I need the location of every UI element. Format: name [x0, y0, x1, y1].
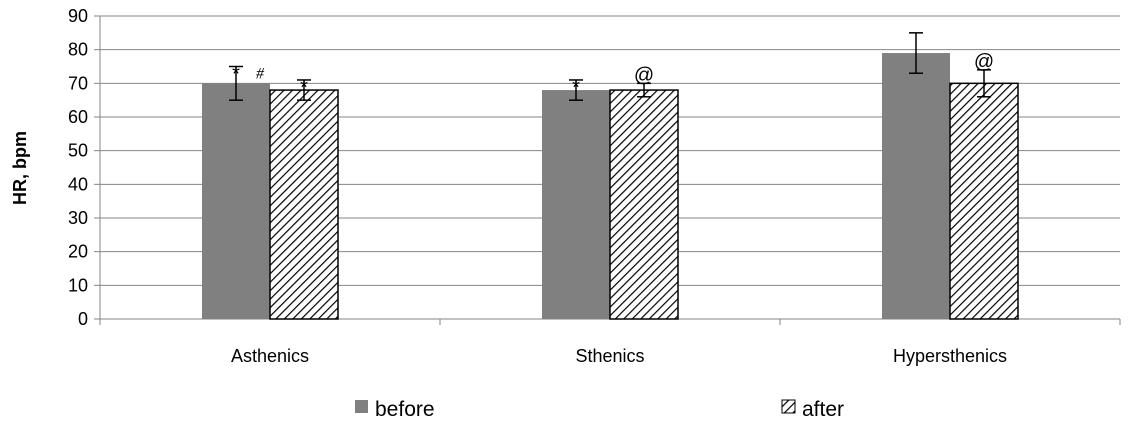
annotations: * # * * @ @ [232, 51, 994, 99]
y-tick-label: 60 [68, 107, 88, 127]
y-tick-label: 50 [68, 141, 88, 161]
significance-marker: @ [974, 51, 994, 73]
legend-label-after: after [802, 398, 844, 421]
significance-marker: * [300, 77, 308, 99]
labels: HR, bpm 0 10 20 30 40 50 60 70 80 90 Asthenics Sthe… [10, 6, 1007, 366]
bar-before [202, 83, 270, 319]
bar-after [269, 89, 339, 320]
error-bars [229, 32, 991, 101]
y-tick-label: 80 [68, 40, 88, 60]
y-tick-label: 40 [68, 174, 88, 194]
y-axis-label: HR, bpm [10, 131, 30, 205]
bar-before [882, 53, 950, 320]
bar-before [542, 90, 610, 319]
significance-marker: @ [634, 64, 654, 86]
bar-after [949, 82, 1019, 320]
significance-marker: # [256, 66, 265, 83]
y-tick-label: 70 [68, 73, 88, 93]
y-tick-label: 20 [68, 242, 88, 262]
significance-marker: * [232, 64, 240, 86]
category-label: Asthenics [231, 346, 309, 366]
y-tick-label: 10 [68, 275, 88, 295]
legend-swatch-after [781, 399, 796, 414]
y-tick-label: 90 [68, 6, 88, 26]
y-tick-label: 30 [68, 208, 88, 228]
bar-after [609, 89, 679, 320]
legend-label-before: before [375, 398, 435, 421]
legend: before after [355, 398, 844, 421]
y-tick-label: 0 [78, 309, 88, 329]
category-label: Sthenics [575, 346, 644, 366]
legend-swatch-before [355, 400, 368, 413]
bars [202, 53, 1019, 320]
category-label: Hypersthenics [893, 346, 1007, 366]
significance-marker: * [572, 77, 580, 99]
